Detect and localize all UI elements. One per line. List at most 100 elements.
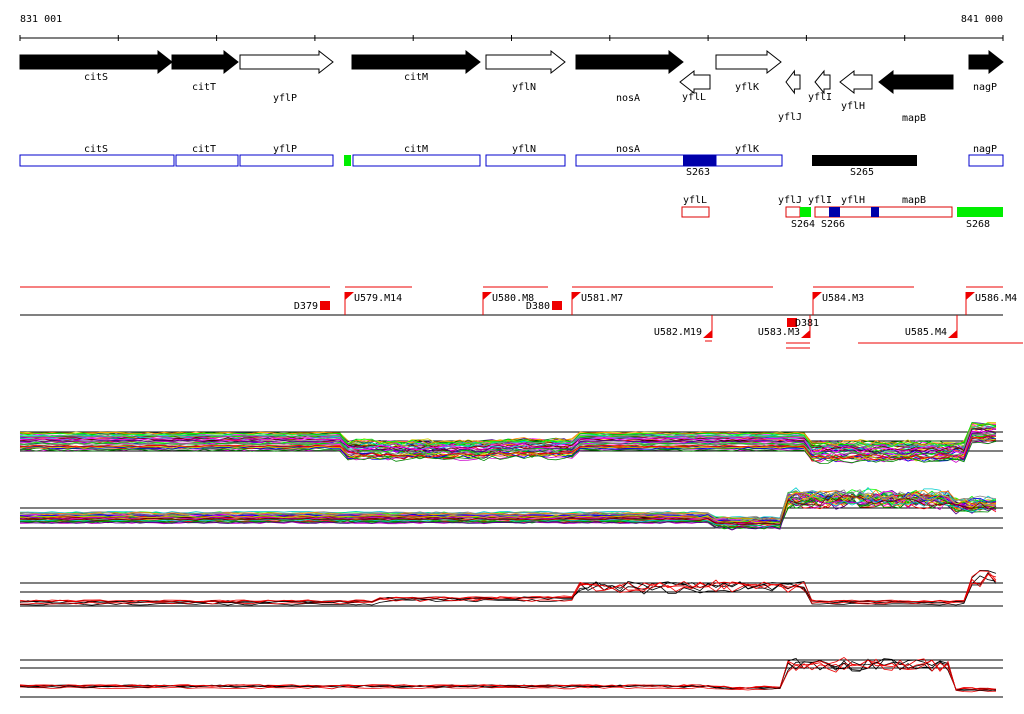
gene-arrow <box>839 69 873 95</box>
terminator-box <box>787 318 797 327</box>
ruler-start: 831 001 <box>20 14 62 25</box>
unit-block <box>871 207 879 217</box>
unit-box <box>715 154 783 167</box>
expression-profile <box>19 494 997 526</box>
expression-profile <box>19 571 997 604</box>
unit-block <box>683 155 716 166</box>
expression-profile <box>19 491 997 524</box>
unit-block <box>829 207 840 217</box>
expression-profile <box>19 657 997 691</box>
gene-arrow <box>485 49 566 75</box>
promoter-label: U583.M3 <box>758 327 800 338</box>
gene-label: yflP <box>273 93 297 104</box>
expression-profile <box>19 435 997 460</box>
unit-block <box>800 207 811 217</box>
expression-profile <box>19 489 997 522</box>
gene-arrow <box>679 69 711 95</box>
gene-label: yflJ <box>778 112 802 123</box>
gene-label: nagP <box>973 82 997 93</box>
unit-box <box>681 206 710 218</box>
terminator-label: D381 <box>795 318 819 329</box>
unit-box <box>485 154 566 167</box>
unit-box <box>814 206 953 218</box>
expression-profile <box>19 497 997 531</box>
gene-arrow <box>171 49 239 75</box>
promoter-label: U579.M14 <box>354 293 402 304</box>
unit-label: yflN <box>512 144 536 155</box>
unit-block <box>812 155 917 166</box>
expression-profile <box>19 492 997 526</box>
unit-label: S263 <box>686 167 710 178</box>
promoter-flag <box>703 330 712 338</box>
expression-profile <box>19 659 997 693</box>
ruler-end: 841 000 <box>961 14 1003 25</box>
expression-profile <box>19 440 997 464</box>
unit-label: mapB <box>902 195 926 206</box>
unit-block <box>344 155 351 166</box>
expression-profile <box>19 427 997 452</box>
unit-box <box>785 206 801 218</box>
gene-arrow <box>239 49 334 75</box>
promoter-label: U586.M4 <box>975 293 1017 304</box>
gene-label: citT <box>192 82 216 93</box>
promoter-flag <box>345 292 354 300</box>
expression-profile <box>19 657 997 691</box>
gene-label: citS <box>84 72 108 83</box>
unit-label: yflJ <box>778 195 802 206</box>
promoter-flag <box>948 330 957 338</box>
gene-label: yflH <box>841 101 865 112</box>
promoter-flag <box>801 330 810 338</box>
unit-label: citT <box>192 144 216 155</box>
promoter-label: U585.M4 <box>905 327 947 338</box>
unit-label: yflL <box>683 195 707 206</box>
terminator-label: D380 <box>526 301 550 312</box>
gene-label: yflL <box>682 92 706 103</box>
gene-arrow <box>968 49 1004 75</box>
expression-profile <box>19 428 997 454</box>
terminator-box <box>552 301 562 310</box>
unit-label: S265 <box>850 167 874 178</box>
gene-arrow <box>814 69 831 95</box>
expression-profile <box>19 489 997 521</box>
promoter-label: U580.M8 <box>492 293 534 304</box>
unit-label: yflP <box>273 144 297 155</box>
promoter-flag <box>483 292 492 300</box>
terminator-box <box>320 301 330 310</box>
terminator-label: D379 <box>294 301 318 312</box>
gene-label: mapB <box>902 113 926 124</box>
expression-profile <box>20 574 997 605</box>
unit-label: S264 <box>791 219 815 230</box>
unit-label: S268 <box>966 219 990 230</box>
unit-label: yflI <box>808 195 832 206</box>
unit-label: citM <box>404 144 428 155</box>
unit-block <box>957 207 1003 217</box>
gene-arrow <box>878 69 954 95</box>
gene-arrow <box>351 49 481 75</box>
promoter-flag <box>572 292 581 300</box>
unit-label: yflH <box>841 195 865 206</box>
unit-label: S266 <box>821 219 845 230</box>
expression-profile <box>19 489 997 520</box>
unit-label: yflK <box>735 144 759 155</box>
expression-profile <box>19 491 997 522</box>
unit-box <box>352 154 481 167</box>
expression-profile <box>19 423 996 448</box>
expression-profile <box>19 422 997 448</box>
expression-profile <box>19 436 997 462</box>
expression-profile <box>19 575 997 606</box>
unit-box <box>968 154 1004 167</box>
gene-arrow <box>785 69 801 95</box>
gene-arrow <box>575 49 684 75</box>
expression-profile <box>19 427 997 452</box>
gene-label: yflK <box>735 82 759 93</box>
gene-label: yflI <box>808 92 832 103</box>
gene-arrow <box>19 49 173 75</box>
unit-label: nagP <box>973 144 997 155</box>
unit-box <box>239 154 334 167</box>
gene-label: citM <box>404 72 428 83</box>
gene-label: nosA <box>616 93 640 104</box>
unit-box <box>175 154 239 167</box>
gene-arrow <box>715 49 782 75</box>
gene-label: yflN <box>512 82 536 93</box>
